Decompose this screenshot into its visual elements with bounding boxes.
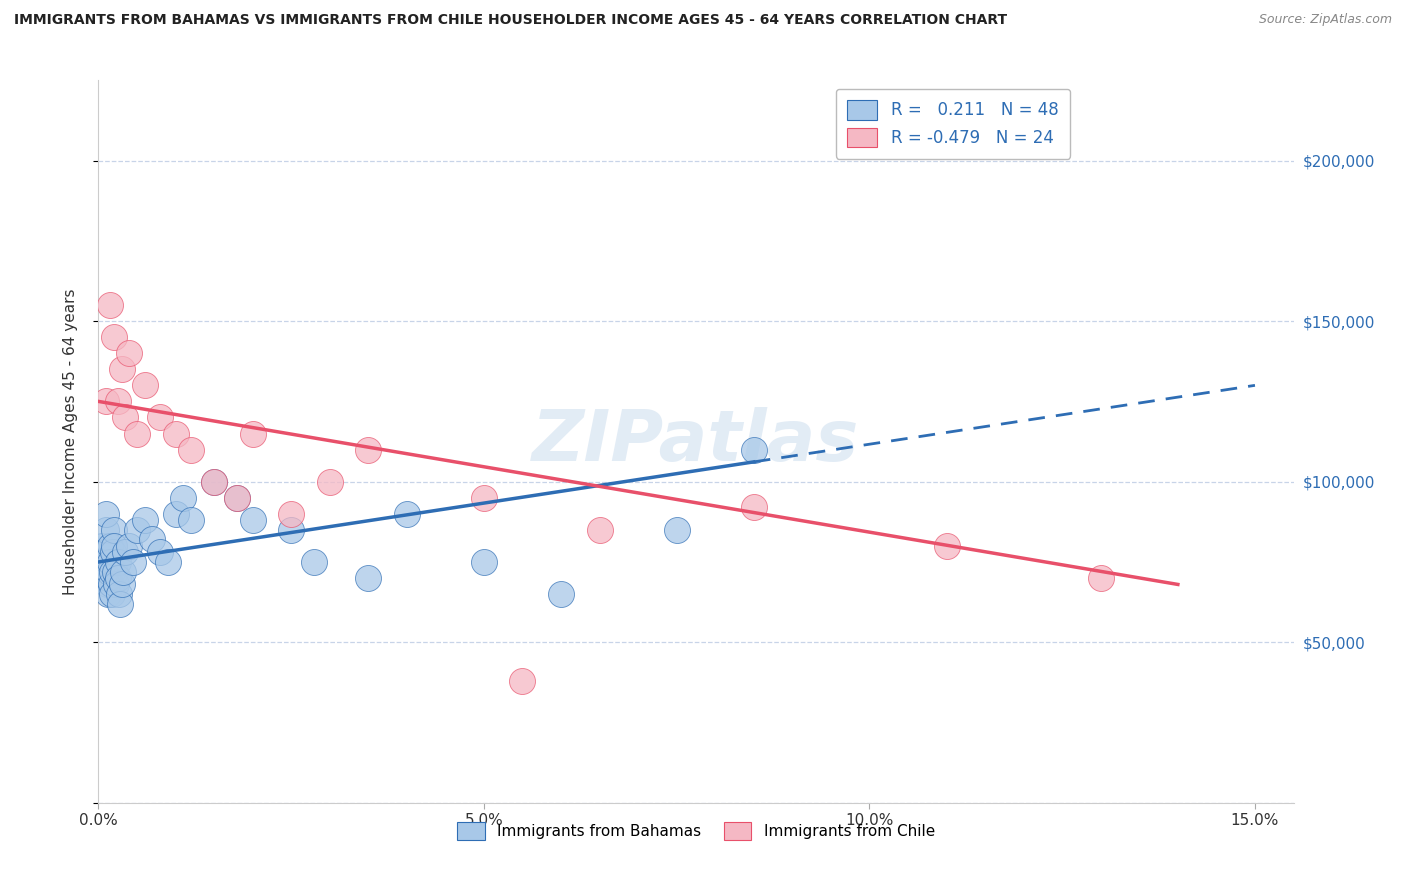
Point [96, 577, 118, 591]
Point [105, 577, 128, 591]
Point [165, 426, 187, 441]
Point [172, 491, 194, 505]
Point [103, 523, 125, 537]
Point [226, 491, 249, 505]
Point [125, 426, 148, 441]
Point [93, 555, 115, 569]
Point [226, 491, 249, 505]
Point [98, 298, 121, 312]
Point [357, 571, 380, 585]
Point [125, 523, 148, 537]
Point [110, 577, 132, 591]
Point [242, 513, 264, 527]
Point [472, 491, 495, 505]
Point [165, 507, 187, 521]
Point [104, 565, 127, 579]
Point [280, 507, 302, 521]
Point [94, 545, 117, 559]
Point [742, 500, 765, 515]
Point [149, 410, 172, 425]
Point [122, 555, 145, 569]
Point [93, 565, 115, 579]
Point [202, 475, 225, 489]
Point [134, 378, 156, 392]
Point [395, 507, 418, 521]
Point [112, 565, 135, 579]
Point [101, 545, 124, 559]
Point [97, 587, 120, 601]
Point [512, 673, 534, 688]
Point [134, 513, 156, 527]
Point [98, 539, 121, 553]
Point [107, 394, 129, 409]
Point [472, 555, 495, 569]
Point [118, 346, 141, 360]
Point [100, 565, 122, 579]
Point [100, 577, 122, 591]
Point [202, 475, 225, 489]
Point [108, 597, 131, 611]
Point [103, 330, 125, 344]
Point [98, 555, 121, 569]
Point [97, 571, 120, 585]
Point [550, 587, 572, 601]
Point [180, 442, 202, 457]
Point [107, 555, 129, 569]
Point [742, 442, 765, 457]
Point [91, 539, 114, 553]
Point [180, 513, 202, 527]
Point [588, 523, 610, 537]
Point [108, 587, 131, 601]
Point [107, 571, 129, 585]
Point [114, 410, 136, 425]
Point [101, 587, 124, 601]
Point [935, 539, 957, 553]
Point [118, 539, 141, 553]
Text: ZIPatlas: ZIPatlas [533, 407, 859, 476]
Point [110, 362, 132, 376]
Point [304, 555, 326, 569]
Text: Source: ZipAtlas.com: Source: ZipAtlas.com [1258, 13, 1392, 27]
Y-axis label: Householder Income Ages 45 - 64 years: Householder Income Ages 45 - 64 years [63, 288, 77, 595]
Legend: Immigrants from Bahamas, Immigrants from Chile: Immigrants from Bahamas, Immigrants from… [451, 816, 941, 846]
Point [94, 394, 117, 409]
Point [94, 523, 117, 537]
Point [156, 555, 179, 569]
Point [114, 545, 136, 559]
Point [1090, 571, 1112, 585]
Point [94, 507, 117, 521]
Point [280, 523, 302, 537]
Point [141, 533, 163, 547]
Point [98, 565, 121, 579]
Point [149, 545, 172, 559]
Text: IMMIGRANTS FROM BAHAMAS VS IMMIGRANTS FROM CHILE HOUSEHOLDER INCOME AGES 45 - 64: IMMIGRANTS FROM BAHAMAS VS IMMIGRANTS FR… [14, 13, 1007, 28]
Point [665, 523, 688, 537]
Point [242, 426, 264, 441]
Point [357, 442, 380, 457]
Point [103, 539, 125, 553]
Point [319, 475, 342, 489]
